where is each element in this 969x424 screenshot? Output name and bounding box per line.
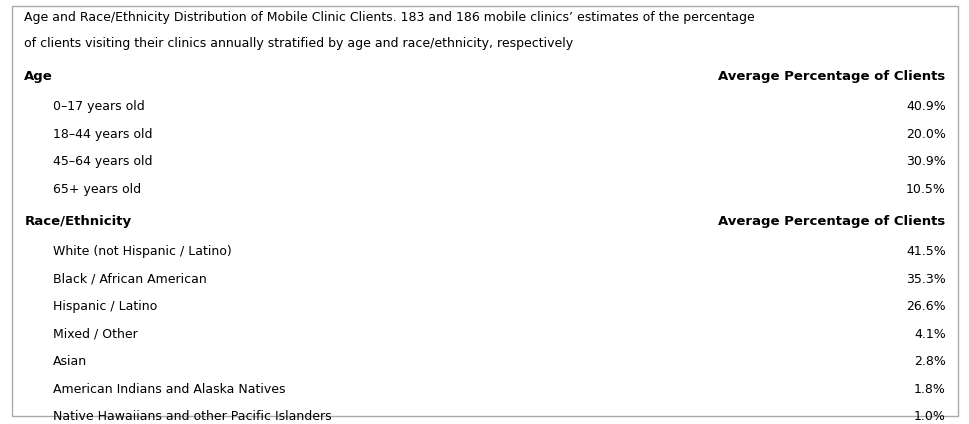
Text: 18–44 years old: 18–44 years old [53, 128, 153, 141]
Text: Age: Age [24, 70, 53, 83]
Text: 4.1%: 4.1% [913, 328, 945, 341]
Text: 1.8%: 1.8% [913, 383, 945, 396]
Text: 20.0%: 20.0% [905, 128, 945, 141]
Text: 65+ years old: 65+ years old [53, 183, 141, 196]
Text: Average Percentage of Clients: Average Percentage of Clients [718, 215, 945, 228]
Text: White (not Hispanic / Latino): White (not Hispanic / Latino) [53, 245, 232, 258]
Text: 0–17 years old: 0–17 years old [53, 100, 145, 113]
Text: 40.9%: 40.9% [905, 100, 945, 113]
Text: of clients visiting their clinics annually stratified by age and race/ethnicity,: of clients visiting their clinics annual… [24, 37, 573, 50]
Text: 10.5%: 10.5% [905, 183, 945, 196]
Text: 26.6%: 26.6% [905, 300, 945, 313]
Text: 2.8%: 2.8% [913, 355, 945, 368]
Text: Average Percentage of Clients: Average Percentage of Clients [718, 70, 945, 83]
Text: 41.5%: 41.5% [905, 245, 945, 258]
Text: Asian: Asian [53, 355, 87, 368]
Text: Hispanic / Latino: Hispanic / Latino [53, 300, 157, 313]
Text: Mixed / Other: Mixed / Other [53, 328, 138, 341]
Text: 35.3%: 35.3% [905, 273, 945, 286]
Text: Age and Race/Ethnicity Distribution of Mobile Clinic Clients. 183 and 186 mobile: Age and Race/Ethnicity Distribution of M… [24, 11, 754, 24]
Text: American Indians and Alaska Natives: American Indians and Alaska Natives [53, 383, 286, 396]
Text: Native Hawaiians and other Pacific Islanders: Native Hawaiians and other Pacific Islan… [53, 410, 331, 424]
FancyBboxPatch shape [12, 6, 957, 416]
Text: 30.9%: 30.9% [905, 155, 945, 168]
Text: 1.0%: 1.0% [913, 410, 945, 424]
Text: Race/Ethnicity: Race/Ethnicity [24, 215, 131, 228]
Text: Black / African American: Black / African American [53, 273, 207, 286]
Text: 45–64 years old: 45–64 years old [53, 155, 153, 168]
